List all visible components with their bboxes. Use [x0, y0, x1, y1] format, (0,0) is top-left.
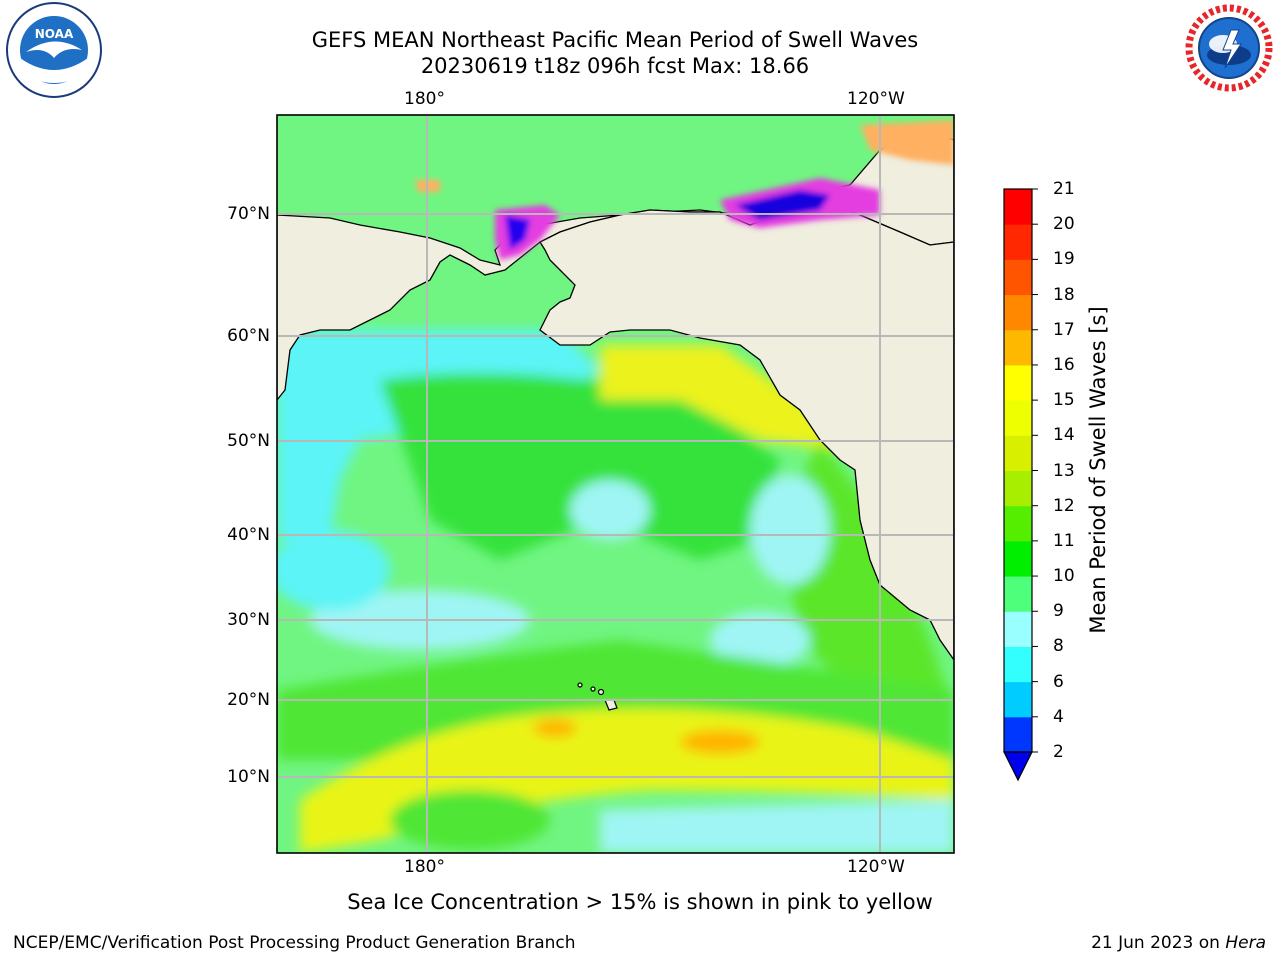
swell-field-orange-2	[680, 730, 760, 754]
swell-field-patch-1	[750, 475, 830, 585]
credit-date: 21 Jun 2023 on Hera	[1091, 933, 1266, 953]
colorbar-tick-label: 12	[1053, 495, 1075, 516]
swell-field-south-green	[390, 790, 550, 850]
lon-label-top-180: 180°	[404, 89, 445, 109]
swell-field-gulf-of-alaska	[600, 345, 840, 450]
svg-text:NOAA: NOAA	[35, 27, 74, 41]
lon-label-bottom-120w: 120°W	[847, 857, 905, 877]
chart-subtitle: 20230619 t18z 096h fcst Max: 18.66	[420, 54, 810, 78]
lat-label-60n: 60°N	[227, 326, 270, 346]
swell-field-patch-2	[570, 480, 650, 540]
colorbar-tick-label: 2	[1053, 742, 1064, 762]
swell-field-central-green	[380, 373, 780, 560]
noaa-logo: NOAA	[4, 2, 104, 102]
lat-label-20n: 20°N	[227, 690, 270, 710]
sea-ice-footnote: Sea Ice Concentration > 15% is shown in …	[347, 890, 933, 914]
swell-field-patch-3	[710, 612, 810, 668]
colorbar-tick-label: 18	[1053, 284, 1075, 305]
sea-ice	[415, 120, 954, 260]
credit-date-text: 21 Jun 2023 on	[1091, 933, 1220, 953]
land-alaska-canada	[539, 199, 954, 662]
lon-label-bottom-180: 180°	[404, 857, 445, 877]
colorbar-tick-label: 15	[1053, 390, 1075, 411]
colorbar-tick-label: 11	[1053, 530, 1075, 551]
lat-label-70n: 70°N	[227, 204, 270, 224]
colorbar-tick-label: 6	[1053, 671, 1064, 692]
lon-label-top-120w: 120°W	[847, 89, 905, 109]
lat-label-10n: 10°N	[227, 767, 270, 787]
lat-label-40n: 40°N	[227, 525, 270, 545]
colorbar-tick-label: 9	[1053, 601, 1064, 622]
credit-machine: Hera	[1225, 933, 1266, 953]
sea-ice-archipelago	[860, 120, 954, 165]
colorbar-tick-label: 17	[1053, 319, 1075, 340]
lat-label-30n: 30°N	[227, 610, 270, 630]
colorbar-tick-label: 13	[1053, 460, 1075, 481]
colorbar-tick-label: 20	[1053, 214, 1075, 235]
colorbar-tick-label: 8	[1053, 636, 1064, 657]
colorbar-tick-label: 10	[1053, 566, 1075, 587]
sea-ice-chukchi-core	[505, 215, 530, 250]
colorbar-tick-label: 14	[1053, 425, 1075, 446]
colorbar-tick-label: 4	[1053, 706, 1064, 727]
chart-title: GEFS MEAN Northeast Pacific Mean Period …	[311, 28, 919, 52]
swell-field-orange-1	[533, 719, 577, 737]
sea-ice-beaufort-core	[735, 190, 830, 220]
lat-label-50n: 50°N	[227, 431, 270, 451]
swell-field-yellow-band	[300, 708, 954, 853]
swell-field-south-cyan	[600, 800, 954, 853]
swell-field-patch-5	[277, 530, 390, 610]
map-frame	[276, 114, 955, 854]
colorbar-tick-label: 16	[1053, 354, 1075, 375]
nws-logo	[1179, 0, 1279, 100]
credit-branch: NCEP/EMC/Verification Post Processing Pr…	[13, 933, 576, 953]
graticule	[277, 115, 954, 853]
colorbar-label: Mean Period of Swell Waves [s]	[1086, 306, 1110, 634]
colorbar-tick-label: 19	[1053, 249, 1075, 270]
colorbar-tick-label: 21	[1053, 179, 1075, 199]
hawaii-islands	[577, 682, 618, 711]
